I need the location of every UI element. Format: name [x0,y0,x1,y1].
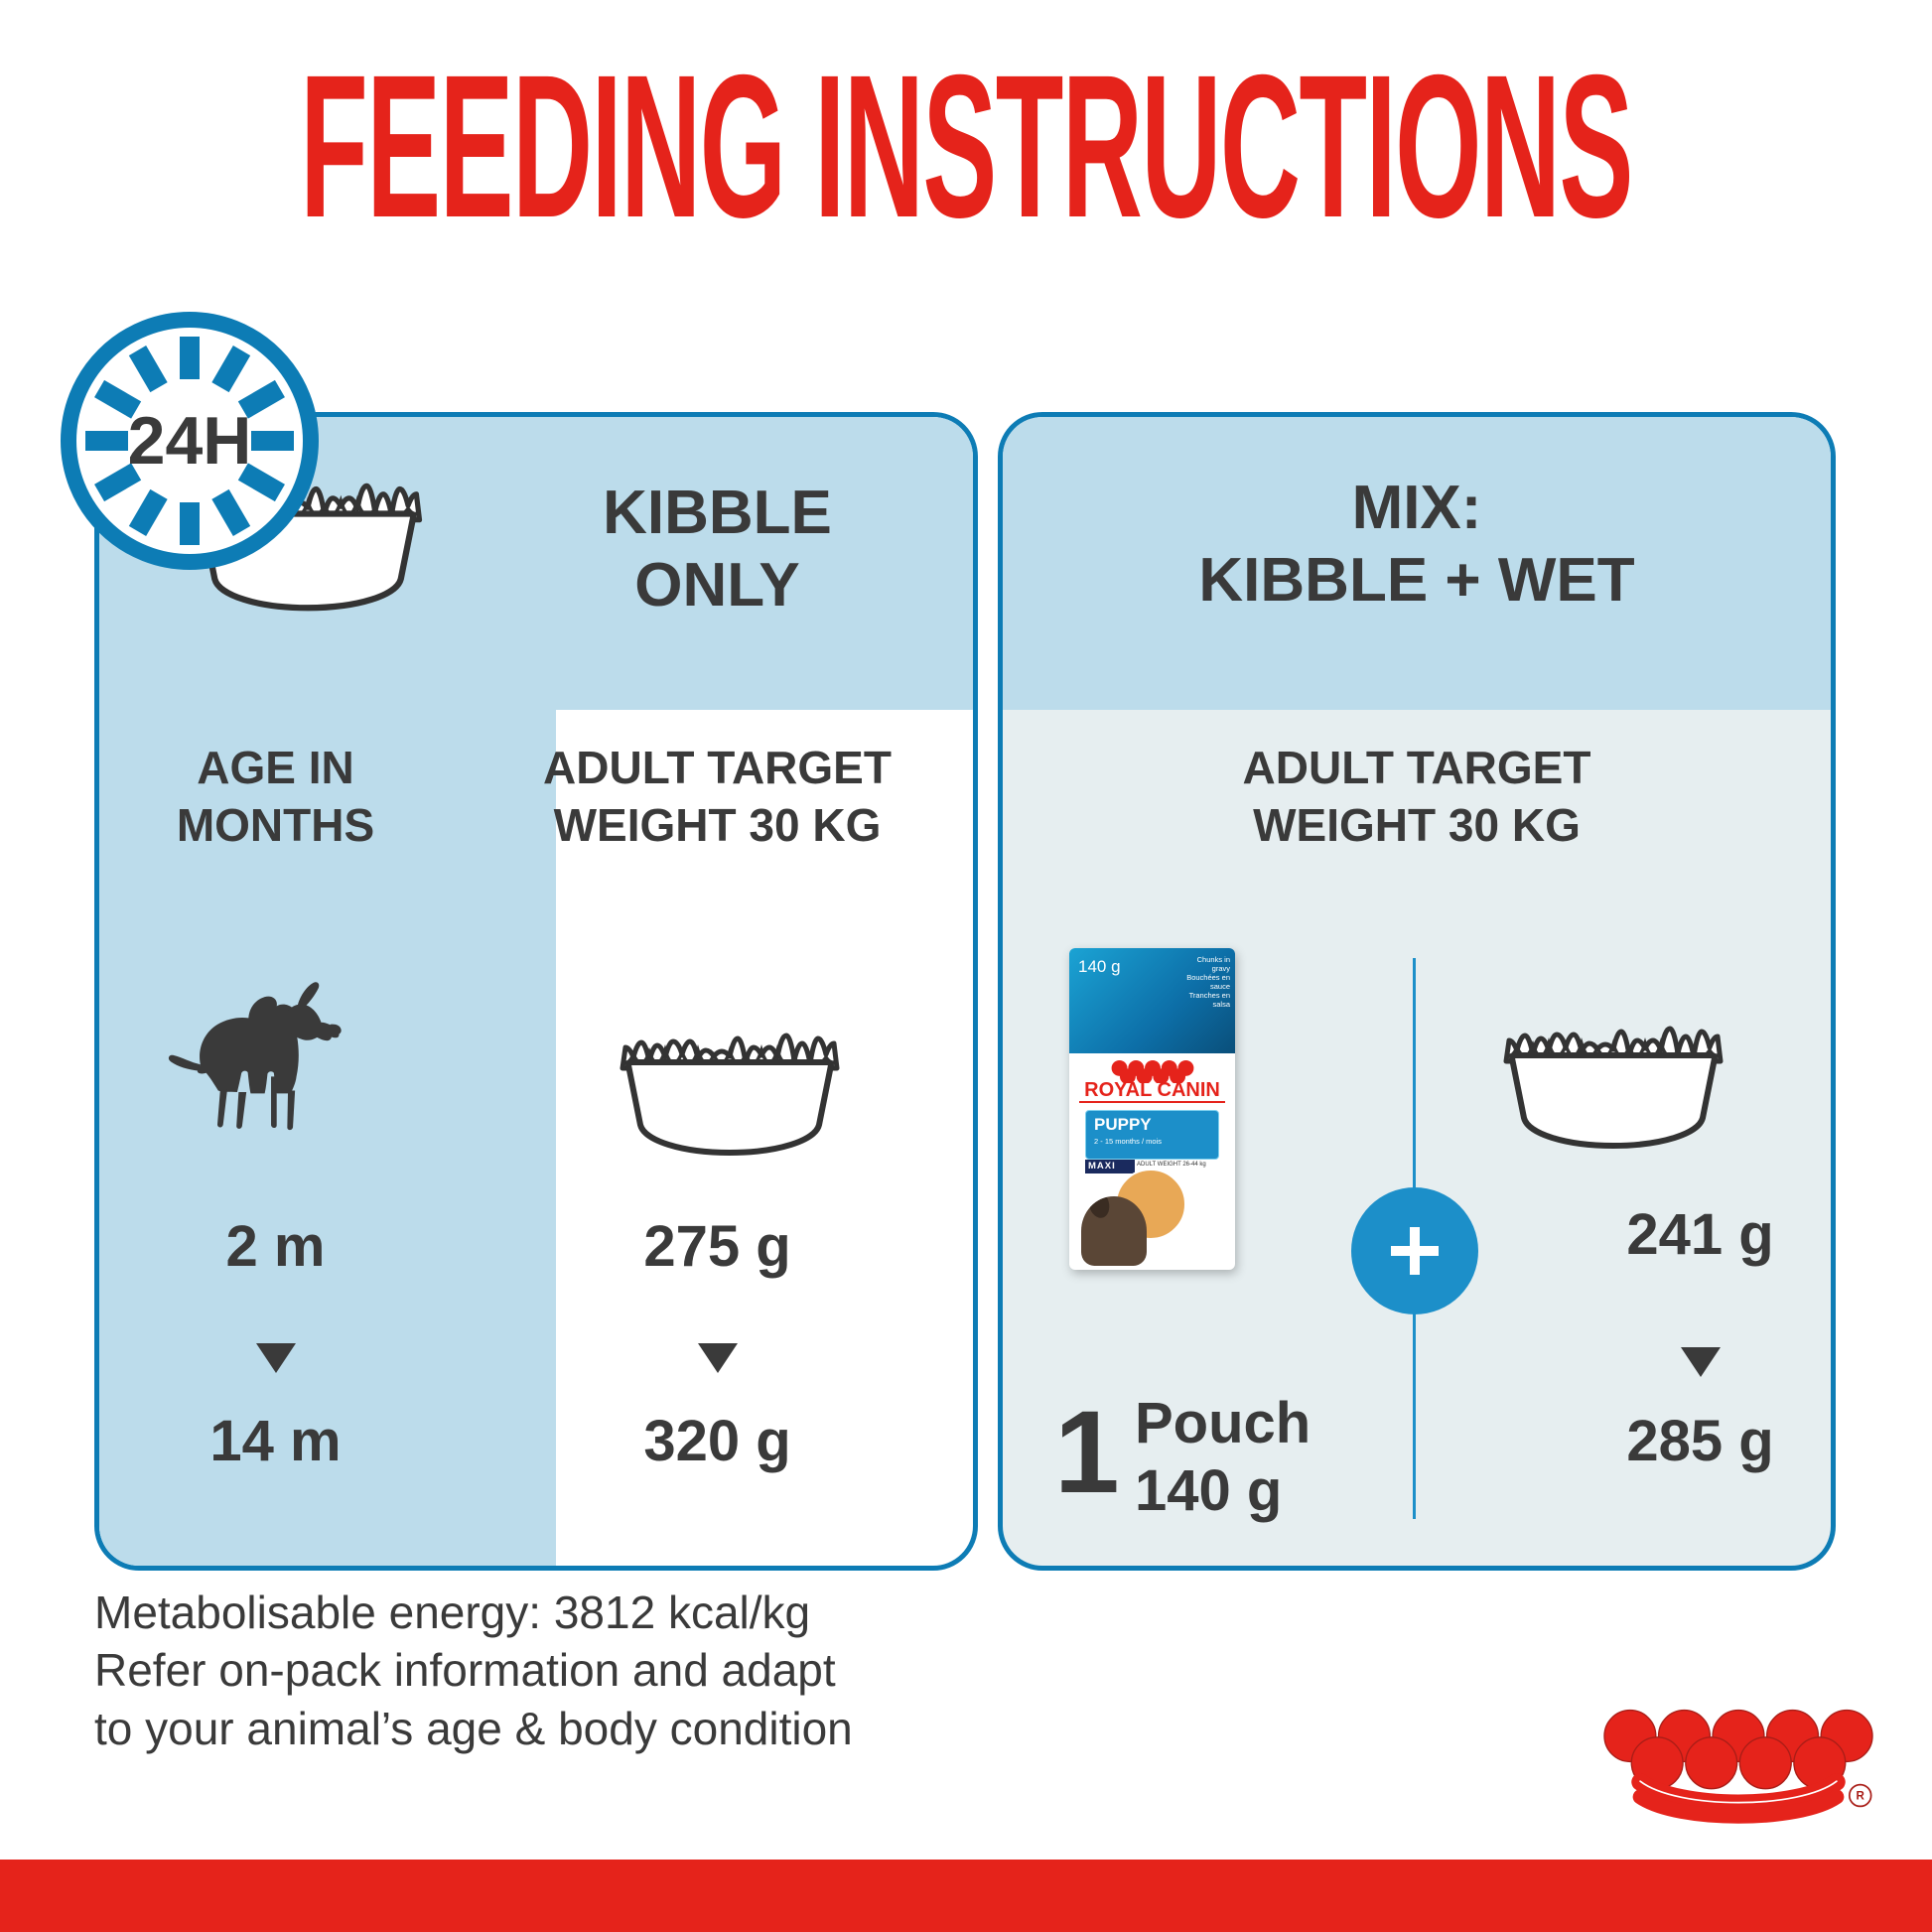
svg-text:R: R [1857,1791,1865,1803]
